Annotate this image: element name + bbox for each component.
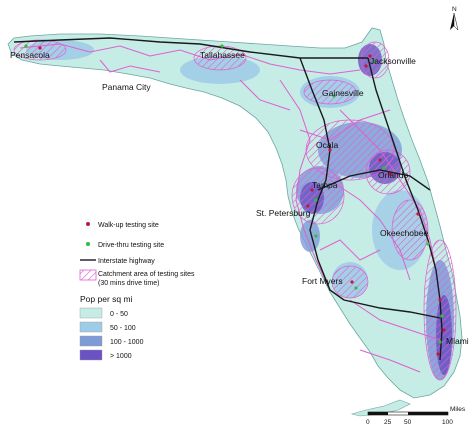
scale-tick-100: 100 [442, 419, 453, 426]
scale-bar: 0 25 50 100 Miles [366, 406, 466, 426]
city-label-st-petersburg: St. Petersburg [256, 208, 311, 218]
city-label-okeechobee: Okeechobee [380, 228, 428, 238]
scale-tick-50: 50 [404, 419, 412, 426]
legend: Walk-up testing site Drive-thru testing … [79, 222, 195, 361]
city-label-gainesville: Gainesville [322, 88, 364, 98]
scale-tick-25: 25 [384, 419, 392, 426]
city-label-orlando: Orlando [378, 170, 409, 180]
city-label-panama-city: Panama City [102, 82, 151, 92]
city-label-pensacola: Pensacola [10, 50, 50, 60]
legend-pop-swatch-1 [79, 307, 103, 319]
city-labels: Pensacola Tallahassee Jacksonville Panam… [10, 50, 469, 346]
catchment-areas [13, 39, 457, 381]
legend-catchment-label-line2: (30 mins drive time) [98, 280, 159, 287]
scale-tick-0: 0 [366, 419, 370, 426]
legend-interstate-label: Interstate highway [98, 258, 155, 265]
legend-pop-swatch-4 [79, 349, 103, 361]
city-label-jacksonville: Jacksonville [370, 56, 416, 66]
legend-pop-label-2: 50 - 100 [110, 325, 136, 332]
legend-pop-swatch-3 [79, 335, 103, 347]
north-label: N [452, 6, 457, 13]
legend-drivethru-label: Drive-thru testing site [98, 242, 164, 249]
legend-pop-label-1: 0 - 50 [110, 311, 128, 318]
city-label-ocala: Ocala [316, 140, 338, 150]
legend-pop-swatch-2 [79, 321, 103, 333]
legend-walkup-symbol [86, 222, 90, 226]
interstate-highways [13, 37, 443, 361]
legend-walkup-label: Walk-up testing site [98, 222, 159, 229]
legend-drivethru-symbol [86, 242, 90, 246]
florida-keys [350, 399, 411, 417]
legend-catchment-symbol [79, 269, 97, 281]
city-label-tampa: Tampa [312, 180, 338, 190]
city-label-fort-myers: Fort Myers [302, 276, 343, 286]
testing-sites [24, 44, 446, 356]
city-label-tallahassee: Tallahassee [200, 50, 245, 60]
north-arrow: N [450, 6, 459, 31]
legend-catchment-label-line1: Catchment area of testing sites [98, 271, 195, 278]
legend-pop-label-3: 100 - 1000 [110, 339, 144, 346]
city-label-miami: Miami [446, 336, 469, 346]
scale-unit: Miles [450, 406, 466, 413]
legend-pop-label-4: > 1000 [110, 353, 132, 360]
legend-pop-title: Pop per sq mi [80, 294, 133, 304]
